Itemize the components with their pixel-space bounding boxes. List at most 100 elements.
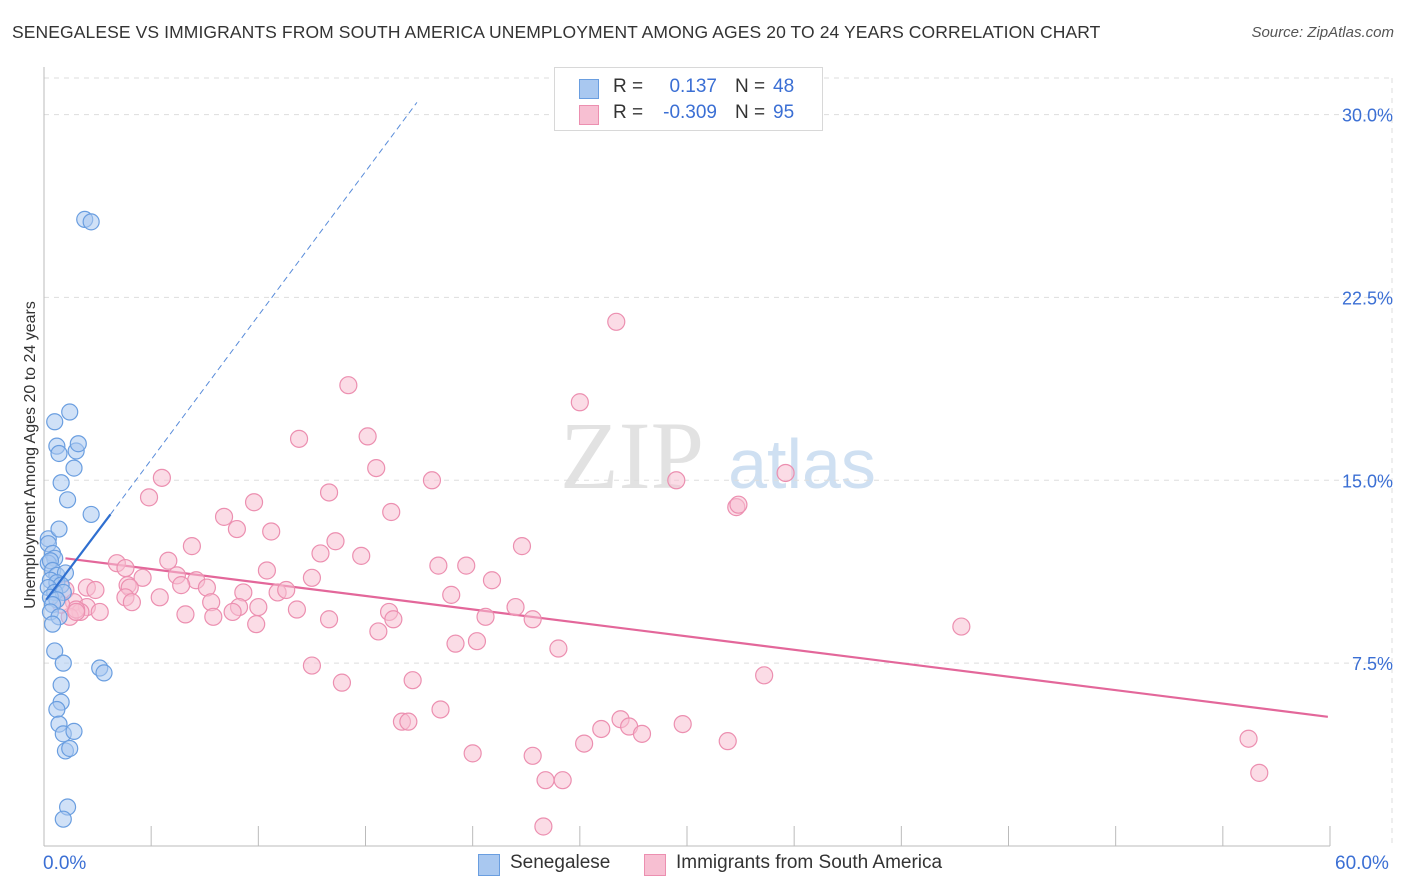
immigrants-point <box>1239 729 1258 748</box>
immigrants-point <box>150 588 169 607</box>
senegalese-point <box>46 642 64 660</box>
immigrants-point <box>122 593 141 612</box>
immigrants-point <box>729 495 748 514</box>
immigrants-point <box>399 712 418 731</box>
source-credit: Source: ZipAtlas.com <box>1251 24 1394 41</box>
immigrants-point <box>382 502 401 522</box>
y-tick-label: 7.5% <box>1352 654 1393 674</box>
immigrants-point <box>632 724 652 743</box>
immigrants-point <box>289 429 309 448</box>
y-tick-label: 22.5% <box>1342 288 1393 308</box>
watermark-atlas: atlas <box>728 425 876 503</box>
senegalese-point <box>52 474 70 492</box>
n-value: 48 <box>773 76 795 97</box>
immigrants-point <box>446 634 465 653</box>
immigrants-point <box>673 714 692 734</box>
immigrants-point <box>223 602 242 622</box>
senegalese-point <box>43 615 62 633</box>
immigrants-point <box>570 393 589 412</box>
immigrants-legend-label: Immigrants from South America <box>676 852 943 873</box>
y-tick-label: 30.0% <box>1342 106 1393 126</box>
immigrants-point <box>247 615 266 634</box>
r-value: -0.309 <box>663 102 717 123</box>
watermark-zip: ZIP <box>560 402 704 509</box>
y-tick-labels: 7.5% 15.0% 22.5% 30.0% <box>1342 106 1393 675</box>
senegalese-point <box>58 491 77 509</box>
immigrants-point <box>536 771 555 790</box>
immigrants-point <box>133 568 152 587</box>
immigrants-point <box>302 656 322 675</box>
x-tick-label-max: 60.0% <box>1335 853 1389 874</box>
immigrants-point <box>358 427 377 446</box>
immigrants-point <box>1250 763 1269 782</box>
immigrants-swatch <box>579 105 599 125</box>
senegalese-legend-swatch <box>478 854 500 876</box>
immigrants-point <box>287 600 307 619</box>
immigrants-point <box>776 463 795 483</box>
n-value: 95 <box>773 102 795 123</box>
immigrants-point <box>429 556 448 575</box>
senegalese-swatch <box>579 79 599 99</box>
n-label: N = <box>735 102 766 123</box>
zipatlas-watermark: ZIP atlas <box>560 402 876 509</box>
immigrants-point <box>523 746 542 765</box>
immigrants-point <box>182 537 201 556</box>
senegalese-point <box>50 520 68 538</box>
immigrants-point <box>553 771 572 790</box>
immigrants-point <box>534 817 553 836</box>
senegalese-point <box>95 664 113 682</box>
immigrants-point <box>139 488 159 507</box>
immigrants-point <box>116 558 135 578</box>
immigrants-point <box>523 610 542 629</box>
immigrants-point <box>339 376 358 395</box>
immigrants-point <box>302 568 322 587</box>
immigrants-point <box>463 744 482 763</box>
immigrants-point <box>457 556 476 575</box>
senegalese-legend-label: Senegalese <box>510 852 611 873</box>
immigrants-point <box>262 522 281 541</box>
senegalese-point <box>54 654 72 672</box>
series-legend: Senegalese Immigrants from South America <box>0 852 1406 878</box>
immigrants-points <box>52 312 1269 836</box>
immigrants-trend-line <box>65 557 1328 718</box>
stats-row-senegalese: R = 0.137 N = 48 <box>555 75 822 101</box>
immigrants-point <box>718 732 737 751</box>
immigrants-point <box>319 483 339 502</box>
immigrants-point <box>431 700 450 719</box>
immigrants-point <box>476 607 495 626</box>
immigrants-point <box>159 551 178 570</box>
immigrants-point <box>152 468 171 487</box>
immigrants-point <box>172 576 191 595</box>
senegalese-point <box>82 505 100 524</box>
immigrants-legend-swatch <box>644 854 666 876</box>
n-label: N = <box>735 76 766 97</box>
immigrants-point <box>442 585 461 604</box>
senegalese-point <box>48 700 66 719</box>
immigrants-point <box>367 458 386 478</box>
immigrants-point <box>311 544 330 563</box>
immigrants-point <box>403 671 422 690</box>
immigrants-point <box>176 605 195 624</box>
immigrants-point <box>506 597 525 617</box>
immigrants-point <box>667 471 686 490</box>
axes <box>43 67 1331 847</box>
immigrants-point <box>422 471 442 490</box>
r-value: 0.137 <box>669 76 717 97</box>
immigrants-point <box>369 622 388 641</box>
r-label: R = <box>613 76 644 97</box>
senegalese-trend-line <box>45 513 112 601</box>
immigrants-point <box>384 610 403 629</box>
immigrants-point <box>575 734 594 753</box>
senegalese-point <box>46 413 64 431</box>
immigrants-point <box>482 571 502 590</box>
immigrants-point <box>67 602 86 622</box>
immigrants-point <box>244 493 264 512</box>
senegalese-point <box>69 435 87 453</box>
senegalese-points <box>39 210 113 828</box>
gridlines <box>44 77 1393 846</box>
immigrants-point <box>90 602 109 622</box>
immigrants-point <box>204 607 223 626</box>
senegalese-point <box>65 459 83 477</box>
immigrants-point <box>512 537 532 556</box>
